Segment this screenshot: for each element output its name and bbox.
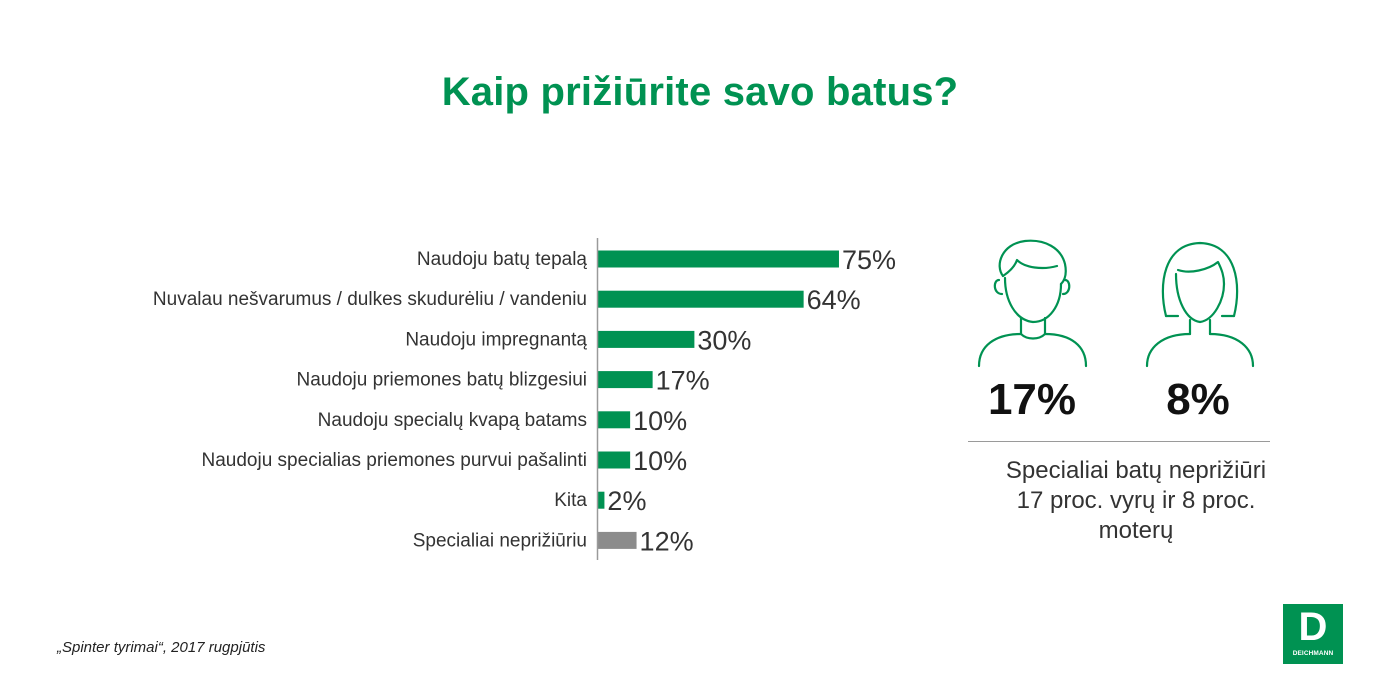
value-label: 12% [640, 526, 694, 556]
category-label: Specialiai neprižiūriu [413, 530, 587, 551]
category-label: Kita [554, 490, 587, 511]
category-label: Naudoju impregnantą [405, 329, 587, 350]
summary-line: moterų [1098, 517, 1174, 544]
logo-letter: D [1298, 605, 1328, 649]
value-label: 10% [633, 446, 687, 476]
value-label: 17% [656, 366, 710, 396]
men-percent: 17% [987, 375, 1077, 424]
value-label: 64% [807, 285, 861, 315]
value-label: 10% [633, 406, 687, 436]
category-label: Nuvalau nešvarumus / dulkes skudurėliu /… [153, 289, 587, 310]
bar [598, 330, 695, 348]
bar [598, 250, 839, 268]
divider-line [968, 441, 1270, 442]
bar [598, 531, 637, 549]
summary-line: Specialiai batų neprižiūri [1005, 457, 1267, 484]
value-label: 30% [697, 325, 751, 355]
category-label: Naudoju priemones batų blizgesiui [297, 370, 587, 391]
source-note: „Spinter tyrimai“, 2017 rugpjūtis [57, 639, 266, 656]
category-label: Naudoju specialų kvapą batams [318, 410, 587, 431]
bar [598, 451, 631, 469]
category-label: Naudoju specialias priemones purvui paša… [202, 450, 588, 471]
summary-line: 17 proc. vyrų ir 8 proc. [1016, 487, 1256, 514]
value-label: 75% [842, 245, 896, 275]
man-outline-icon [975, 236, 1090, 368]
logo-word: DEICHMANN [1292, 650, 1334, 657]
bar [598, 290, 804, 308]
value-label: 2% [607, 486, 646, 516]
bar [598, 491, 605, 509]
woman-outline-icon [1144, 240, 1256, 368]
deichmann-logo: D DEICHMANN [1283, 604, 1343, 664]
bar [598, 371, 653, 389]
women-percent: 8% [1166, 375, 1230, 424]
summary-text: Specialiai batų neprižiūri 17 proc. vyrų… [950, 456, 1322, 546]
bar [598, 411, 631, 429]
page-title: Kaip prižiūrite savo batus? [441, 70, 959, 114]
category-label: Naudoju batų tepalą [417, 249, 588, 270]
